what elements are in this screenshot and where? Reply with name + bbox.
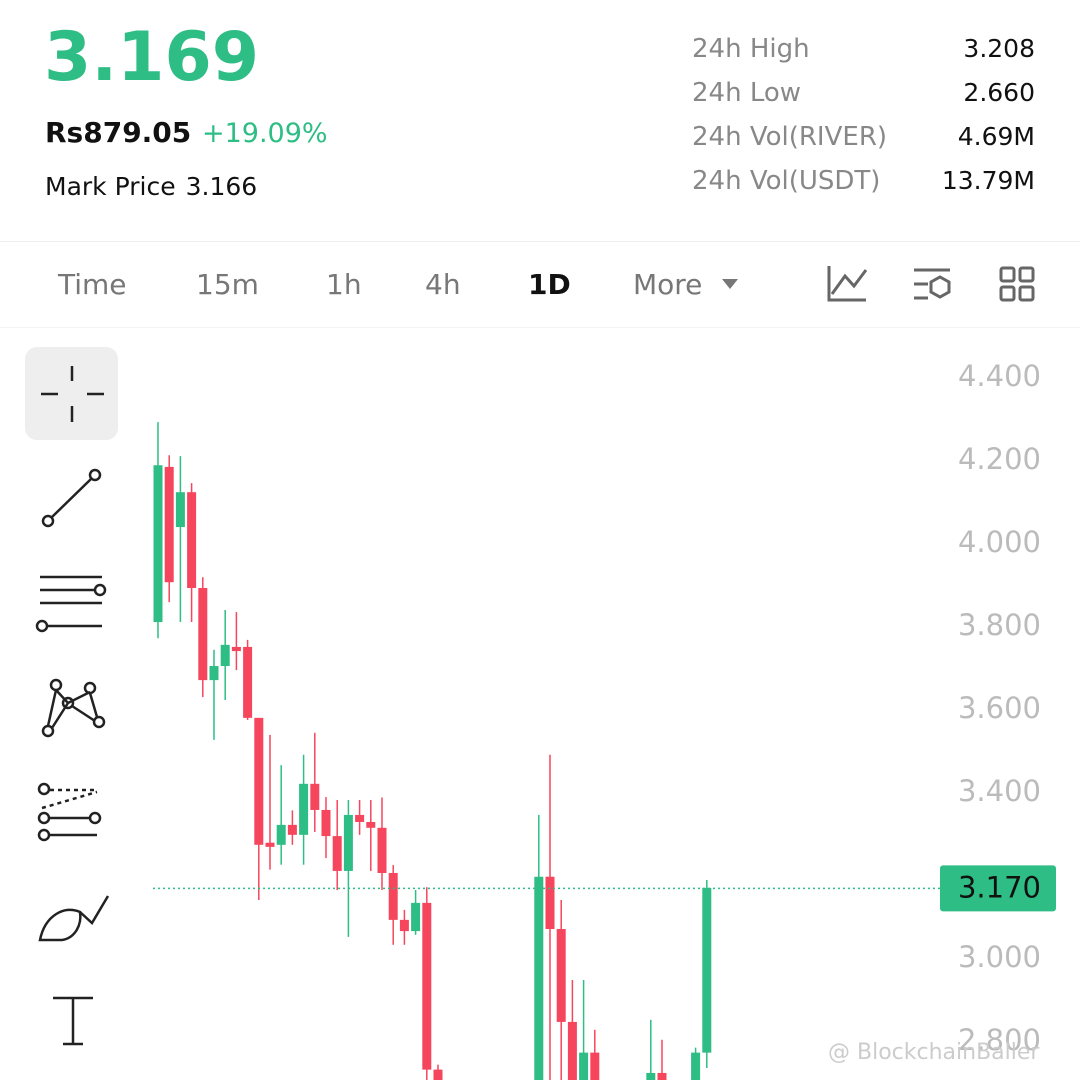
mark-price-label: Mark Price xyxy=(45,172,176,201)
y-tick-label: 3.400 xyxy=(958,774,1041,808)
candle-body xyxy=(534,876,544,1080)
candle-body xyxy=(590,1052,600,1080)
candle-body xyxy=(254,717,264,845)
y-tick-label: 4.000 xyxy=(958,525,1041,559)
candle-body xyxy=(164,466,174,583)
candle-body xyxy=(332,836,342,871)
last-price-label: 3.170 xyxy=(958,870,1041,904)
timeframe-tab[interactable]: More xyxy=(633,268,703,301)
candle-body xyxy=(343,814,353,871)
y-tick-label: 3.000 xyxy=(958,940,1041,974)
candle-body xyxy=(153,465,163,623)
dropdown-arrow xyxy=(722,279,738,289)
timeframe-tab[interactable]: 4h xyxy=(425,268,461,301)
settings-icon[interactable] xyxy=(914,268,951,300)
layout-icon[interactable] xyxy=(999,266,1035,302)
candle-body xyxy=(657,1072,667,1080)
timeframe-tab[interactable]: 1D xyxy=(528,268,571,301)
last-price-badge xyxy=(940,865,1056,912)
indicator-icon[interactable] xyxy=(827,266,868,302)
timeframe-tab[interactable]: 1h xyxy=(326,268,362,301)
drawing-tools[interactable] xyxy=(35,366,110,1046)
stat-label: 24h Vol(RIVER) xyxy=(692,122,888,152)
timeframe-tab[interactable]: 15m xyxy=(196,268,259,301)
candles xyxy=(153,422,712,1080)
candle-body xyxy=(198,588,208,681)
stat-value: 4.69M xyxy=(957,122,1035,151)
y-tick-label: 4.200 xyxy=(958,442,1041,476)
tool-crosshair-bg[interactable] xyxy=(25,347,118,440)
divider xyxy=(0,241,1080,242)
candle-body xyxy=(399,919,409,932)
mark-price: Mark Price 3.166 xyxy=(45,172,267,201)
timeframe-tab[interactable]: Time xyxy=(58,268,127,301)
candle-body xyxy=(366,821,376,828)
candle-body xyxy=(243,646,253,718)
candle-body xyxy=(287,824,297,835)
stat-value: 2.660 xyxy=(963,78,1035,107)
candle-body xyxy=(646,1072,656,1080)
candle-body xyxy=(377,827,387,874)
mark-price-value: 3.166 xyxy=(185,172,258,201)
candle-body xyxy=(310,783,320,810)
candle-body xyxy=(579,1052,589,1080)
candle-body xyxy=(691,1052,701,1080)
candle-body xyxy=(265,842,275,847)
candle-body xyxy=(411,902,421,932)
candle-body xyxy=(299,783,309,835)
candle-body xyxy=(422,902,432,1070)
candle-body xyxy=(702,887,712,1053)
fiat-price: Rs879.05 xyxy=(45,116,192,149)
stat-label: 24h Low xyxy=(692,78,802,108)
candle-body xyxy=(276,824,286,845)
stat-value: 13.79M xyxy=(941,166,1035,195)
y-tick-label: 4.400 xyxy=(958,359,1041,393)
candle-body xyxy=(209,666,219,681)
y-tick-label: 3.800 xyxy=(958,608,1041,642)
stat-label: 24h Vol(USDT) xyxy=(692,166,881,196)
candle-body xyxy=(545,876,555,930)
last-price: 3.169 xyxy=(44,18,260,97)
candle-body xyxy=(187,492,197,589)
divider xyxy=(0,327,1080,328)
candle-body xyxy=(175,492,185,528)
candle-body xyxy=(556,929,566,1022)
y-tick-label: 3.600 xyxy=(958,691,1041,725)
price-change: +19.09% xyxy=(202,118,328,149)
candle-body xyxy=(231,646,241,652)
candle-body xyxy=(321,809,331,837)
candle-body xyxy=(355,814,365,822)
stat-value: 3.208 xyxy=(963,34,1035,63)
candle-body xyxy=(433,1069,443,1080)
y-tick-label: 2.800 xyxy=(958,1023,1041,1057)
watermark: @ BlockchainBaller xyxy=(828,1040,1040,1065)
candle-body xyxy=(388,873,398,920)
candle-body xyxy=(220,644,230,667)
stat-label: 24h High xyxy=(692,34,810,64)
candle-body xyxy=(567,1021,577,1080)
